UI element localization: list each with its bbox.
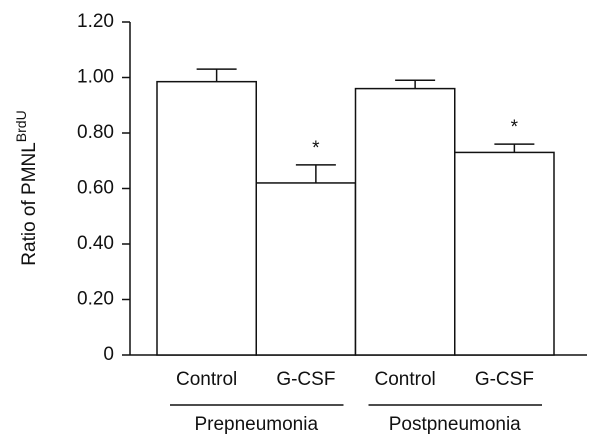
y-label-main: Ratio of PMNL — [19, 142, 40, 266]
significance-marker: * — [312, 138, 320, 159]
x-tick-label: G-CSF — [276, 369, 335, 390]
significance-marker: * — [511, 117, 519, 138]
y-axis-label: Ratio of PMNLBrdU — [13, 110, 40, 265]
y-tick-label: 1.20 — [77, 11, 114, 32]
bar — [255, 182, 357, 356]
y-tick-label: 0.40 — [77, 233, 114, 254]
bar — [156, 80, 257, 356]
y-label-superscript: BrdU — [13, 110, 29, 142]
x-tick-label: Control — [176, 369, 237, 390]
group-label: Prepneumonia — [194, 414, 318, 435]
bar — [354, 87, 456, 356]
y-tick-label: 0.60 — [77, 178, 114, 199]
group-label: Postpneumonia — [389, 414, 521, 435]
y-tick-label: 0 — [103, 344, 114, 365]
x-tick-label: G-CSF — [475, 369, 534, 390]
y-tick-label: 1.00 — [77, 67, 114, 88]
x-tick-label: Control — [375, 369, 436, 390]
y-tick-label: 0.20 — [77, 289, 114, 310]
bar — [454, 151, 555, 356]
y-tick-label: 0.80 — [77, 122, 114, 143]
